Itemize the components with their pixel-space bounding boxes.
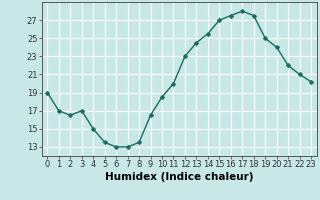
X-axis label: Humidex (Indice chaleur): Humidex (Indice chaleur) (105, 172, 253, 182)
